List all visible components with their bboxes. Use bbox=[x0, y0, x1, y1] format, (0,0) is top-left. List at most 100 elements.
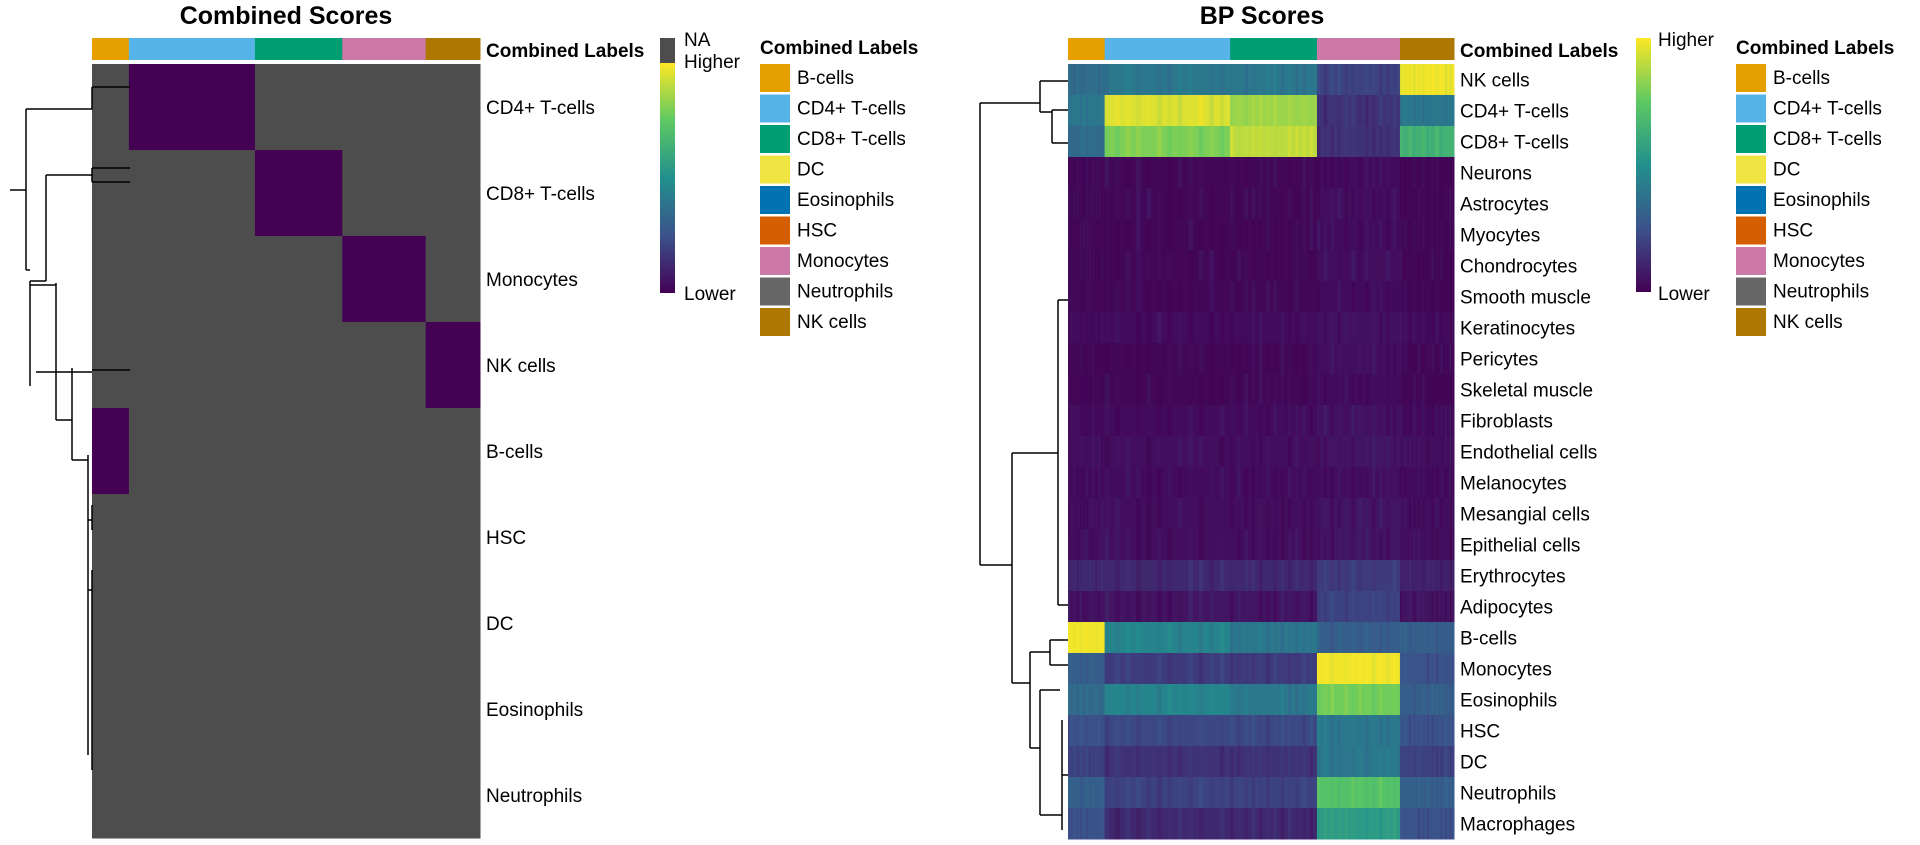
heat-cell-texture bbox=[1071, 653, 1073, 685]
heat-cell-texture bbox=[1435, 95, 1439, 127]
heat-cell-texture bbox=[1444, 808, 1448, 840]
heat-cell-texture bbox=[1230, 343, 1234, 375]
heat-cell-texture bbox=[1330, 808, 1334, 840]
heat-cell-texture bbox=[1273, 622, 1277, 654]
heat-cell-texture bbox=[1198, 467, 1204, 499]
bp-color-key: Higher Lower bbox=[1636, 30, 1715, 305]
heat-cell-texture bbox=[1323, 498, 1327, 530]
heat-cell-texture bbox=[1244, 374, 1248, 406]
heat-cell-texture bbox=[1280, 467, 1285, 499]
heat-cell-texture bbox=[1399, 374, 1402, 406]
row-label-hsc: HSC bbox=[486, 528, 526, 549]
heat-cell-texture bbox=[1104, 684, 1110, 716]
heat-cell-texture bbox=[1379, 777, 1383, 809]
heat-cell-texture bbox=[1115, 157, 1120, 189]
heat-cell-texture bbox=[1068, 64, 1070, 96]
heat-cell-texture bbox=[1302, 498, 1306, 530]
heat-cell-texture bbox=[1156, 684, 1162, 716]
heat-cell-texture bbox=[1302, 715, 1306, 747]
heat-cell-texture bbox=[1209, 467, 1214, 499]
heat-cell-texture bbox=[1302, 312, 1306, 344]
heat-cell-texture bbox=[1068, 250, 1070, 282]
heat-cell-texture bbox=[1098, 405, 1100, 437]
heat-cell-texture bbox=[1316, 281, 1321, 313]
heat-cell-dc-b-cells bbox=[92, 580, 130, 667]
heat-cell-texture bbox=[1372, 653, 1376, 685]
heat-cell-texture bbox=[1302, 250, 1306, 282]
heat-cell-texture bbox=[1115, 684, 1120, 716]
heat-cell-texture bbox=[1104, 405, 1110, 437]
row-label-smooth-muscle: Smooth muscle bbox=[1460, 288, 1591, 309]
heat-cell-texture bbox=[1393, 777, 1397, 809]
legend-swatch-monocytes bbox=[760, 247, 790, 275]
heat-cell-texture bbox=[1273, 436, 1277, 468]
heat-cell-texture bbox=[1092, 653, 1094, 685]
heat-cell-texture bbox=[1309, 250, 1313, 282]
heat-cell-texture bbox=[1431, 436, 1434, 468]
row-label-myocytes: Myocytes bbox=[1460, 226, 1540, 247]
heat-cell-texture bbox=[1156, 250, 1162, 282]
heat-cell-cd8plus-t-cells-cd8plus-t-cells bbox=[254, 150, 343, 237]
heat-cell-texture bbox=[1188, 374, 1194, 406]
heat-cell-texture bbox=[1273, 684, 1277, 716]
heat-cell-texture bbox=[1188, 188, 1194, 220]
heat-cell-texture bbox=[1435, 219, 1439, 251]
heat-cell-texture bbox=[1244, 250, 1248, 282]
heat-cell-texture bbox=[1177, 560, 1183, 592]
heat-cell-texture bbox=[1237, 281, 1241, 313]
heat-cell-texture bbox=[1167, 436, 1173, 468]
heat-cell-texture bbox=[1426, 219, 1430, 251]
heat-cell-texture bbox=[1365, 312, 1369, 344]
heat-cell-texture bbox=[1302, 622, 1306, 654]
heat-cell-texture bbox=[1089, 64, 1091, 96]
heat-cell-texture bbox=[1219, 808, 1225, 840]
heat-cell-texture bbox=[1399, 250, 1402, 282]
heat-cell-texture bbox=[1177, 777, 1183, 809]
heat-cell-texture bbox=[1146, 777, 1152, 809]
heat-cell-texture bbox=[1146, 498, 1152, 530]
heat-cell-eosinophils-nk-cells bbox=[425, 666, 481, 753]
heat-cell-texture bbox=[1266, 126, 1270, 158]
heat-cell-texture bbox=[1101, 467, 1103, 499]
heat-cell-texture bbox=[1251, 591, 1256, 623]
heat-cell-texture bbox=[1077, 560, 1079, 592]
heat-cell-texture bbox=[1080, 777, 1082, 809]
heat-cell-texture bbox=[1444, 64, 1448, 96]
heat-cell-texture bbox=[1083, 467, 1085, 499]
heat-cell-texture bbox=[1337, 653, 1341, 685]
row-label-eosinophils: Eosinophils bbox=[1460, 691, 1557, 712]
heat-cell-texture bbox=[1101, 777, 1103, 809]
heat-cell-texture bbox=[1449, 188, 1452, 220]
heat-cell-texture bbox=[1280, 715, 1285, 747]
heat-cell-texture bbox=[1156, 281, 1162, 313]
heat-cell-texture bbox=[1266, 436, 1270, 468]
heat-cell-texture bbox=[1251, 281, 1256, 313]
heat-cell-texture bbox=[1444, 467, 1448, 499]
heat-cell-texture bbox=[1083, 591, 1085, 623]
heat-cell-texture bbox=[1086, 250, 1088, 282]
heat-cell-texture bbox=[1330, 312, 1334, 344]
heat-cell-texture bbox=[1435, 343, 1439, 375]
heat-cell-texture bbox=[1156, 126, 1162, 158]
annotation-segment-nk-cells bbox=[425, 38, 481, 60]
heat-cell-texture bbox=[1086, 467, 1088, 499]
heat-cell-texture bbox=[1077, 746, 1079, 778]
heat-cell-texture bbox=[1365, 126, 1369, 158]
heat-cell-texture bbox=[1188, 715, 1194, 747]
heat-cell-texture bbox=[1413, 250, 1416, 282]
heat-cell-texture bbox=[1302, 95, 1306, 127]
heat-cell-texture bbox=[1316, 343, 1321, 375]
heat-cell-texture bbox=[1074, 95, 1076, 127]
heat-cell-texture bbox=[1393, 250, 1397, 282]
heat-cell-texture bbox=[1404, 622, 1407, 654]
heat-cell-texture bbox=[1136, 281, 1141, 313]
heat-cell-texture bbox=[1309, 498, 1313, 530]
heat-cell-texture bbox=[1177, 436, 1183, 468]
heat-cell-texture bbox=[1449, 777, 1452, 809]
heat-cell-texture bbox=[1422, 498, 1425, 530]
heat-cell-texture bbox=[1344, 281, 1348, 313]
heat-cell-texture bbox=[1444, 374, 1448, 406]
heat-cell-texture bbox=[1209, 312, 1214, 344]
heat-cell-texture bbox=[1156, 405, 1162, 437]
